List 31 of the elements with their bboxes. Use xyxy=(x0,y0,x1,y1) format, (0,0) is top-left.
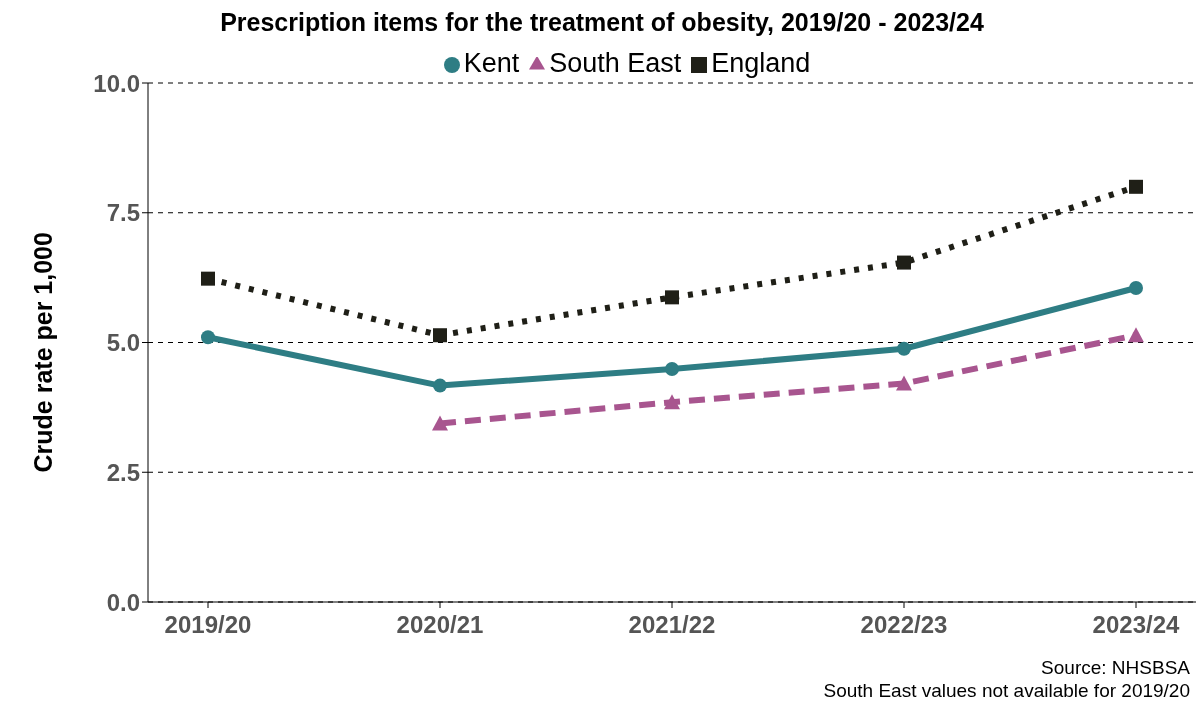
legend-label: England xyxy=(711,48,811,78)
legend-label: Kent xyxy=(463,48,520,78)
point xyxy=(433,378,447,393)
point xyxy=(897,255,911,270)
text: South East values not available for 2019/20 xyxy=(823,679,1190,702)
x-tick-label: 2019/20 xyxy=(164,611,252,639)
point xyxy=(432,415,448,431)
point xyxy=(1129,179,1143,194)
x-tick-label: 2023/24 xyxy=(1092,611,1181,639)
point xyxy=(433,328,447,343)
point xyxy=(1129,281,1143,296)
chart-title: Prescription items for the treatment of obesity, 2019/20 - 2023/24 xyxy=(219,8,985,38)
point xyxy=(1128,327,1144,343)
y-tick-label: 2.5 xyxy=(106,458,140,486)
point xyxy=(201,330,215,345)
point xyxy=(897,341,911,356)
legend-label: South East xyxy=(549,48,682,78)
y-tick-label: 5.0 xyxy=(106,329,140,357)
y-tick-label: 7.5 xyxy=(106,199,140,227)
x-tick-label: 2022/23 xyxy=(860,611,948,639)
point xyxy=(896,375,912,391)
point xyxy=(665,290,679,305)
point xyxy=(664,394,680,410)
point xyxy=(665,361,679,376)
point xyxy=(201,271,215,286)
y-tick-label: 10.0 xyxy=(93,69,140,97)
source-note: Source: NHSBSA xyxy=(1040,656,1190,679)
y-tick-label: 0.0 xyxy=(106,588,140,616)
x-tick-label: 2021/22 xyxy=(628,611,716,639)
y-axis-title: Crude rate per 1,000 xyxy=(28,232,57,473)
x-tick-label: 2020/21 xyxy=(396,611,484,639)
